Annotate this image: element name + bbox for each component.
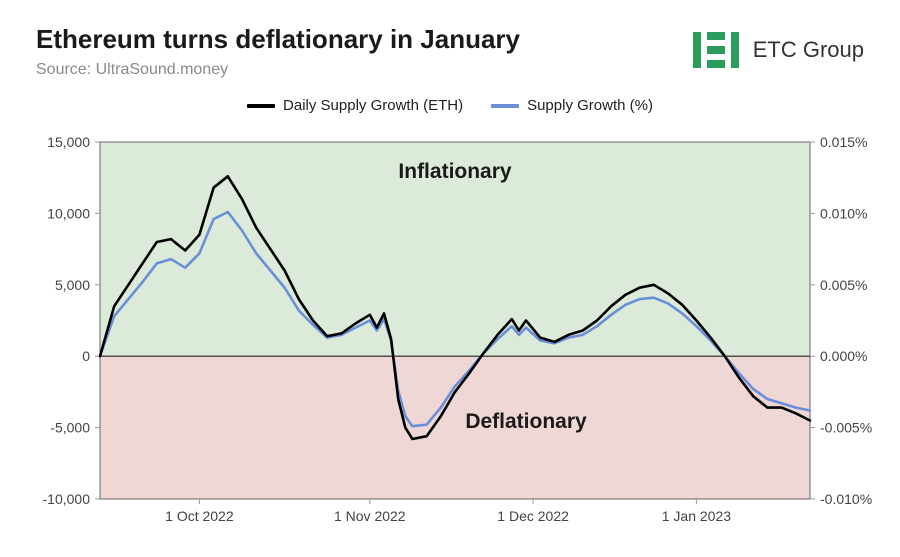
y-right-tick-label: -0.005% — [820, 420, 872, 436]
brand-name: ETC Group — [753, 37, 864, 63]
legend-item: Supply Growth (%) — [491, 97, 653, 114]
y-right-tick-label: -0.010% — [820, 491, 872, 507]
y-left-tick-label: 5,000 — [55, 277, 90, 293]
y-right-tick-label: 0.015% — [820, 136, 867, 150]
y-right-tick-label: 0.005% — [820, 277, 867, 293]
chart-title: Ethereum turns deflationary in January — [36, 24, 691, 55]
legend-label: Supply Growth (%) — [527, 97, 653, 114]
chart-source: Source: UltraSound.money — [36, 61, 691, 79]
x-tick-label: 1 Dec 2022 — [497, 508, 569, 524]
deflationary-label: Deflationary — [465, 410, 587, 433]
y-left-tick-label: -5,000 — [50, 420, 90, 436]
chart-svg: -10,000 -5,000 0 5,000 10,000 15,000 -0.010% -0… — [36, 136, 880, 535]
y-right-tick-label: 0.000% — [820, 348, 867, 364]
legend-swatch-icon — [491, 104, 519, 108]
x-tick-label: 1 Jan 2023 — [662, 508, 731, 524]
inflationary-label: Inflationary — [398, 160, 512, 183]
x-tick-label: 1 Nov 2022 — [334, 508, 406, 524]
chart-legend: Daily Supply Growth (ETH) Supply Growth … — [0, 83, 900, 122]
chart-header: Ethereum turns deflationary in January S… — [0, 0, 900, 83]
y-left-tick-label: 15,000 — [47, 136, 90, 150]
y-right-tick-label: 0.010% — [820, 205, 867, 221]
legend-label: Daily Supply Growth (ETH) — [283, 97, 463, 114]
x-tick-label: 1 Oct 2022 — [165, 508, 234, 524]
etc-logo-icon — [691, 28, 741, 72]
y-left-tick-label: -10,000 — [43, 491, 91, 507]
deflationary-region — [100, 356, 810, 499]
y-left-tick-label: 0 — [82, 348, 90, 364]
legend-swatch-icon — [247, 104, 275, 108]
title-block: Ethereum turns deflationary in January S… — [36, 24, 691, 79]
legend-item: Daily Supply Growth (ETH) — [247, 97, 463, 114]
chart-area: -10,000 -5,000 0 5,000 10,000 15,000 -0.010% -0… — [36, 136, 880, 535]
brand-logo: ETC Group — [691, 24, 864, 72]
y-left-tick-label: 10,000 — [47, 205, 90, 221]
